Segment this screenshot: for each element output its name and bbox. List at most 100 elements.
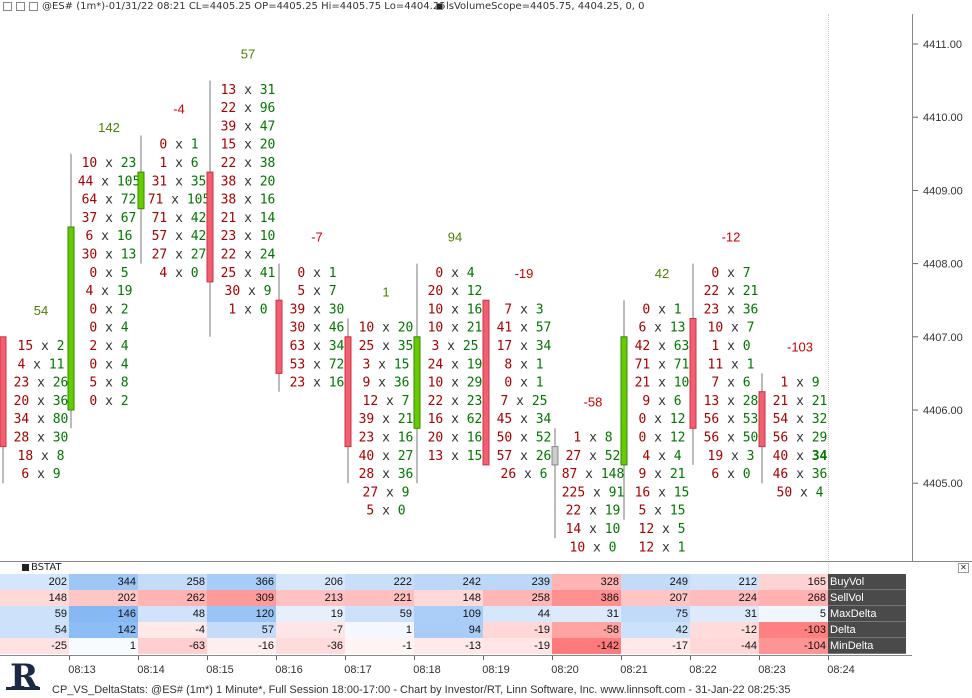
footprint-bar[interactable]: 10 x 20 25 x 35 3 x 15 9 x 36 12 x 7 39 x 21 2… [344, 285, 414, 519]
price-axis[interactable]: 4411.00 4410.00 4409.00 4408.00 4407.00 4406.… [912, 14, 972, 562]
price-label: 4405.00 [923, 478, 963, 490]
footprint-bar[interactable]: 0 x 1 1 x 6 31 x 35 71 x 105 71 x 42 57 x 42 2… [137, 102, 210, 281]
bid-ask-cell: 39 x 47 [221, 119, 276, 134]
study-info: lsVolumeScope=4405.75, 4404.25, 0, 0 [446, 1, 645, 12]
bid-ask-cell: 57 x 42 [152, 229, 207, 244]
bstat-label: Delta [828, 622, 906, 638]
footprint-bar[interactable]: 0 x 1 5 x 7 39 x 30 30 x 46 63 x 34 53 x 72 23… [275, 230, 345, 392]
bstat-cell: 44 [483, 606, 552, 622]
bar-delta-label: 54 [34, 303, 48, 318]
time-label: 08:17 [344, 664, 372, 676]
bid-ask-cell: 42 x 63 [635, 339, 690, 354]
time-label: 08:14 [137, 664, 165, 676]
pane-marker-icon [22, 564, 29, 571]
bstat-cell: -142 [552, 638, 621, 654]
bstat-cell: -63 [138, 638, 207, 654]
bid-ask-cell: 31 x 35 [152, 174, 207, 189]
footprint-bar[interactable]: 7 x 3 41 x 57 17 x 34 8 x 1 0 x 1 7 x 25 45 x … [482, 266, 552, 482]
bid-ask-cell: 13 x 15 [428, 449, 483, 464]
bstat-cell: 224 [690, 590, 759, 606]
bstat-cell: -19 [483, 638, 552, 654]
bar-delta-label: -12 [722, 230, 741, 245]
bid-ask-cell: 9 x 36 [363, 376, 410, 391]
footprint-chart: 15 x 2 4 x 11 23 x 26 20 x 36 34 x 80 28 x 30… [0, 47, 828, 555]
time-tick [621, 656, 622, 660]
bid-ask-cell: 22 x 38 [221, 156, 276, 171]
bstat-cell: 165 [759, 574, 828, 590]
candle-body [206, 171, 214, 283]
bar-delta-label: -7 [311, 230, 323, 245]
bid-ask-cell: 18 x 8 [18, 449, 65, 464]
bid-ask-cell: 3 x 25 [432, 339, 479, 354]
bid-ask-cell: 6 x 9 [21, 467, 60, 482]
bid-ask-cell: 15 x 20 [221, 138, 276, 153]
bid-ask-cell: 34 x 80 [14, 412, 69, 427]
checkbox-icon[interactable] [3, 2, 12, 11]
bstat-cell: -19 [483, 622, 552, 638]
bid-ask-cell: 87 x 148 [562, 467, 625, 482]
bid-ask-cell: 16 x 15 [635, 485, 690, 500]
pane-divider[interactable] [0, 561, 972, 562]
bid-ask-cell: 0 x 5 [89, 266, 128, 281]
bid-ask-cell: 0 x 12 [639, 430, 686, 445]
bstat-cell: 146 [69, 606, 138, 622]
svg-text:R: R [10, 658, 39, 696]
bid-ask-cell: 7 x 6 [711, 376, 750, 391]
candle-body [0, 336, 7, 448]
bstat-cell: -12 [690, 622, 759, 638]
bid-ask-cell: 0 x 12 [639, 412, 686, 427]
time-tick [414, 656, 415, 660]
bstat-cell: -17 [621, 638, 690, 654]
bid-ask-cell: 39 x 30 [290, 302, 345, 317]
close-icon[interactable]: ✕ [958, 563, 969, 573]
bid-ask-cell: 23 x 10 [221, 229, 276, 244]
footprint-bar[interactable]: 0 x 4 20 x 12 10 x 16 10 x 21 3 x 25 24 x 19 1… [413, 230, 483, 484]
bstat-cell: 57 [207, 622, 276, 638]
bid-ask-cell: 56 x 29 [773, 430, 828, 445]
checkbox-icon[interactable] [16, 2, 25, 11]
bstat-cell: 48 [138, 606, 207, 622]
bid-ask-cell: 2 x 4 [89, 339, 128, 354]
bid-ask-cell: 7 x 3 [504, 302, 543, 317]
bstat-cell: 148 [0, 590, 69, 606]
footprint-bar[interactable]: 13 x 31 22 x 96 39 x 47 15 x 20 22 x 38 38 x … [206, 47, 276, 337]
footprint-bar[interactable]: 15 x 2 4 x 11 23 x 26 20 x 36 34 x 80 28 x 30… [0, 303, 69, 484]
bid-ask-cell: 41 x 57 [497, 321, 552, 336]
current-bar-line [828, 14, 829, 574]
bid-ask-cell: 10 x 16 [428, 302, 483, 317]
bstat-cell: 258 [138, 574, 207, 590]
footprint-bar[interactable]: 1 x 8 27 x 52 87 x 148 225 x 91 22 x 19 14 x … [551, 394, 625, 555]
bid-ask-cell: 15 x 2 [18, 339, 65, 354]
bid-ask-cell: 1 x 8 [573, 430, 612, 445]
bid-ask-cell: 63 x 34 [290, 339, 345, 354]
candle-body [620, 336, 628, 466]
time-axis[interactable]: 08:13 08:14 08:15 08:16 08:17 08:18 08:19 08:20… [0, 655, 912, 683]
bstat-cell: 59 [345, 606, 414, 622]
checkbox-icon[interactable] [29, 2, 38, 11]
bid-ask-cell: 56 x 53 [704, 412, 759, 427]
bstat-cell: -103 [759, 622, 828, 638]
candle-body [67, 226, 75, 411]
bid-ask-cell: 71 x 42 [152, 211, 207, 226]
bid-ask-cell: 30 x 9 [225, 284, 272, 299]
bid-ask-cell: 20 x 12 [428, 284, 483, 299]
bstat-cell: -104 [759, 638, 828, 654]
footprint-bar[interactable]: 10 x 23 44 x 105 64 x 72 37 x 67 6 x 16 30 x … [67, 120, 140, 429]
footprint-bar[interactable]: 0 x 7 22 x 21 23 x 36 10 x 7 1 x 0 11 x 1 7 x … [689, 230, 759, 482]
bid-ask-cell: 10 x 23 [82, 156, 137, 171]
time-label: 08:19 [482, 664, 510, 676]
bstat-cell: -7 [276, 622, 345, 638]
footprint-bar[interactable]: 0 x 1 6 x 13 42 x 63 71 x 71 21 x 10 9 x 6 0 x… [620, 266, 690, 555]
bstat-cell: 309 [207, 590, 276, 606]
bid-ask-cell: 40 x 27 [359, 449, 414, 464]
footprint-bar[interactable]: 1 x 9 21 x 21 54 x 32 56 x 29 40 x 34 46 x 36… [758, 339, 828, 500]
bid-ask-cell: 23 x 16 [359, 430, 414, 445]
price-chart-area[interactable]: 15 x 2 4 x 11 23 x 26 20 x 36 34 x 80 28 x 30… [0, 14, 972, 574]
bstat-cell: 1 [69, 638, 138, 654]
bid-ask-cell: 37 x 67 [82, 211, 137, 226]
bstat-cell: 31 [690, 606, 759, 622]
linn-software-logo: R [4, 657, 48, 697]
bid-ask-cell: 23 x 36 [704, 302, 759, 317]
bar-delta-label: -4 [173, 102, 185, 117]
bid-ask-cell: 0 x 1 [159, 138, 198, 153]
